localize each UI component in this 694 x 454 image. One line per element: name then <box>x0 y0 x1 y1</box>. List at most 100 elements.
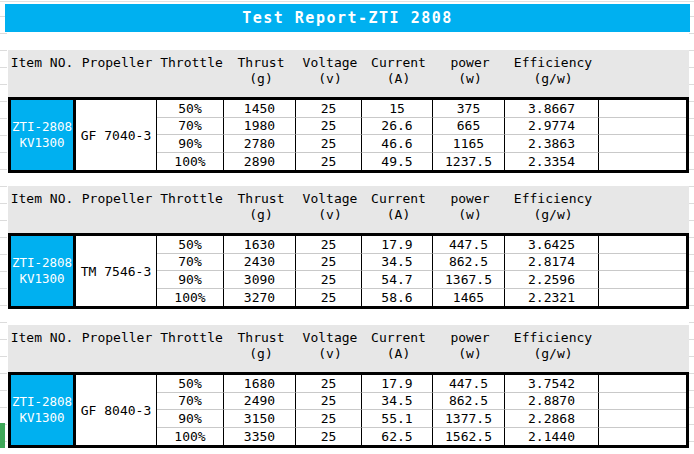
col-label: Current <box>363 330 434 346</box>
current-cell: 34.5 <box>362 393 433 411</box>
item-kv: KV1300 <box>19 410 64 426</box>
col-header-voltage: Voltage(v) <box>297 325 363 372</box>
col-label: Throttle <box>158 191 225 207</box>
col-header-item-no: Item NO. <box>8 186 76 233</box>
col-label: power <box>434 191 506 207</box>
col-label: Voltage <box>297 191 363 207</box>
current-cell: 15 <box>362 100 433 118</box>
col-header-blank <box>600 325 689 372</box>
blank-cell <box>599 410 686 428</box>
current-cell: 26.6 <box>362 118 433 136</box>
col-header-item-no: Item NO. <box>8 50 76 97</box>
excel-gridlines-right-margin <box>689 0 694 454</box>
efficiency-cell: 2.2596 <box>505 271 599 289</box>
table-header: Item NO. Propeller Throttle Thrust(g) Vo… <box>8 186 689 233</box>
col-header-current: Current(A) <box>363 186 434 233</box>
table-header: Item NO. Propeller Throttle Thrust(g) Vo… <box>8 50 689 97</box>
power-cell: 1237.5 <box>433 153 505 171</box>
voltage-cell: 25 <box>296 428 362 446</box>
voltage-cell: 25 <box>296 289 362 307</box>
col-header-item-no: Item NO. <box>8 325 76 372</box>
col-label: power <box>434 55 506 71</box>
thrust-cell: 2890 <box>224 153 296 171</box>
col-header-power: power(w) <box>434 186 506 233</box>
report-title: Test Report-ZTI 2808 <box>242 9 453 27</box>
col-label: Propeller <box>76 55 158 71</box>
power-cell: 665 <box>433 118 505 136</box>
col-label: Efficiency <box>506 55 600 71</box>
blank-cell <box>599 135 686 153</box>
blank-cell <box>599 100 686 118</box>
excel-gridlines-left-margin <box>0 0 7 454</box>
col-label: Voltage <box>297 55 363 71</box>
col-label: Throttle <box>158 55 225 71</box>
col-unit: (A) <box>363 71 434 87</box>
col-label: Propeller <box>76 191 158 207</box>
col-header-blank <box>600 50 689 97</box>
col-label: Thrust <box>225 330 297 346</box>
item-model: ZTI-2808 <box>12 394 72 410</box>
col-label: Current <box>363 55 434 71</box>
efficiency-cell: 2.8870 <box>505 393 599 411</box>
blank-cell <box>599 393 686 411</box>
test-section-gf-7040-3: Item NO. Propeller Throttle Thrust(g) Vo… <box>8 50 689 173</box>
propeller-cell: GF 8040-3 <box>76 375 157 445</box>
item-model: ZTI-2808 <box>12 255 72 271</box>
col-header-blank <box>600 186 689 233</box>
throttle-cell: 100% <box>157 289 224 307</box>
power-cell: 862.5 <box>433 254 505 272</box>
throttle-cell: 50% <box>157 375 224 393</box>
col-label: Item NO. <box>8 330 76 346</box>
efficiency-cell: 3.6425 <box>505 236 599 254</box>
col-unit: (A) <box>363 346 434 362</box>
throttle-cell: 50% <box>157 100 224 118</box>
throttle-cell: 90% <box>157 410 224 428</box>
thrust-cell: 2780 <box>224 135 296 153</box>
col-label: Efficiency <box>506 330 600 346</box>
efficiency-cell: 2.2321 <box>505 289 599 307</box>
report-title-bar: Test Report-ZTI 2808 <box>5 4 690 32</box>
col-header-efficiency: Efficiency(g/w) <box>506 50 600 97</box>
power-cell: 1165 <box>433 135 505 153</box>
col-label: Voltage <box>297 330 363 346</box>
col-header-throttle: Throttle <box>158 186 225 233</box>
current-cell: 62.5 <box>362 428 433 446</box>
item-kv: KV1300 <box>19 271 64 287</box>
throttle-cell: 70% <box>157 254 224 272</box>
col-header-power: power(w) <box>434 50 506 97</box>
throttle-cell: 100% <box>157 428 224 446</box>
power-cell: 375 <box>433 100 505 118</box>
throttle-cell: 90% <box>157 271 224 289</box>
top-gridline <box>0 1 694 2</box>
propeller-cell: TM 7546-3 <box>76 236 157 306</box>
col-unit: (g) <box>225 346 297 362</box>
blank-cell <box>599 289 686 307</box>
voltage-cell: 25 <box>296 254 362 272</box>
efficiency-cell: 3.7542 <box>505 375 599 393</box>
col-label: Thrust <box>225 191 297 207</box>
voltage-cell: 25 <box>296 100 362 118</box>
col-unit: (v) <box>297 207 363 223</box>
thrust-cell: 1450 <box>224 100 296 118</box>
thrust-cell: 1630 <box>224 236 296 254</box>
efficiency-cell: 2.3354 <box>505 153 599 171</box>
thrust-cell: 1980 <box>224 118 296 136</box>
col-header-thrust: Thrust(g) <box>225 325 297 372</box>
power-cell: 1377.5 <box>433 410 505 428</box>
col-header-power: power(w) <box>434 325 506 372</box>
col-header-current: Current(A) <box>363 50 434 97</box>
table-body: ZTI-2808KV1300 GF 8040-3 50% 1680 25 17.… <box>8 372 689 448</box>
table-body: ZTI-2808KV1300 GF 7040-3 50% 1450 25 15 … <box>8 97 689 173</box>
item-no-cell: ZTI-2808KV1300 <box>11 375 76 445</box>
throttle-cell: 90% <box>157 135 224 153</box>
item-no-cell: ZTI-2808KV1300 <box>11 236 76 306</box>
col-unit: (g/w) <box>506 71 600 87</box>
thrust-cell: 1680 <box>224 375 296 393</box>
power-cell: 862.5 <box>433 393 505 411</box>
efficiency-cell: 2.1440 <box>505 428 599 446</box>
col-header-propeller: Propeller <box>76 186 158 233</box>
efficiency-cell: 2.8174 <box>505 254 599 272</box>
current-cell: 46.6 <box>362 135 433 153</box>
item-no-cell: ZTI-2808KV1300 <box>11 100 76 170</box>
blank-cell <box>599 236 686 254</box>
